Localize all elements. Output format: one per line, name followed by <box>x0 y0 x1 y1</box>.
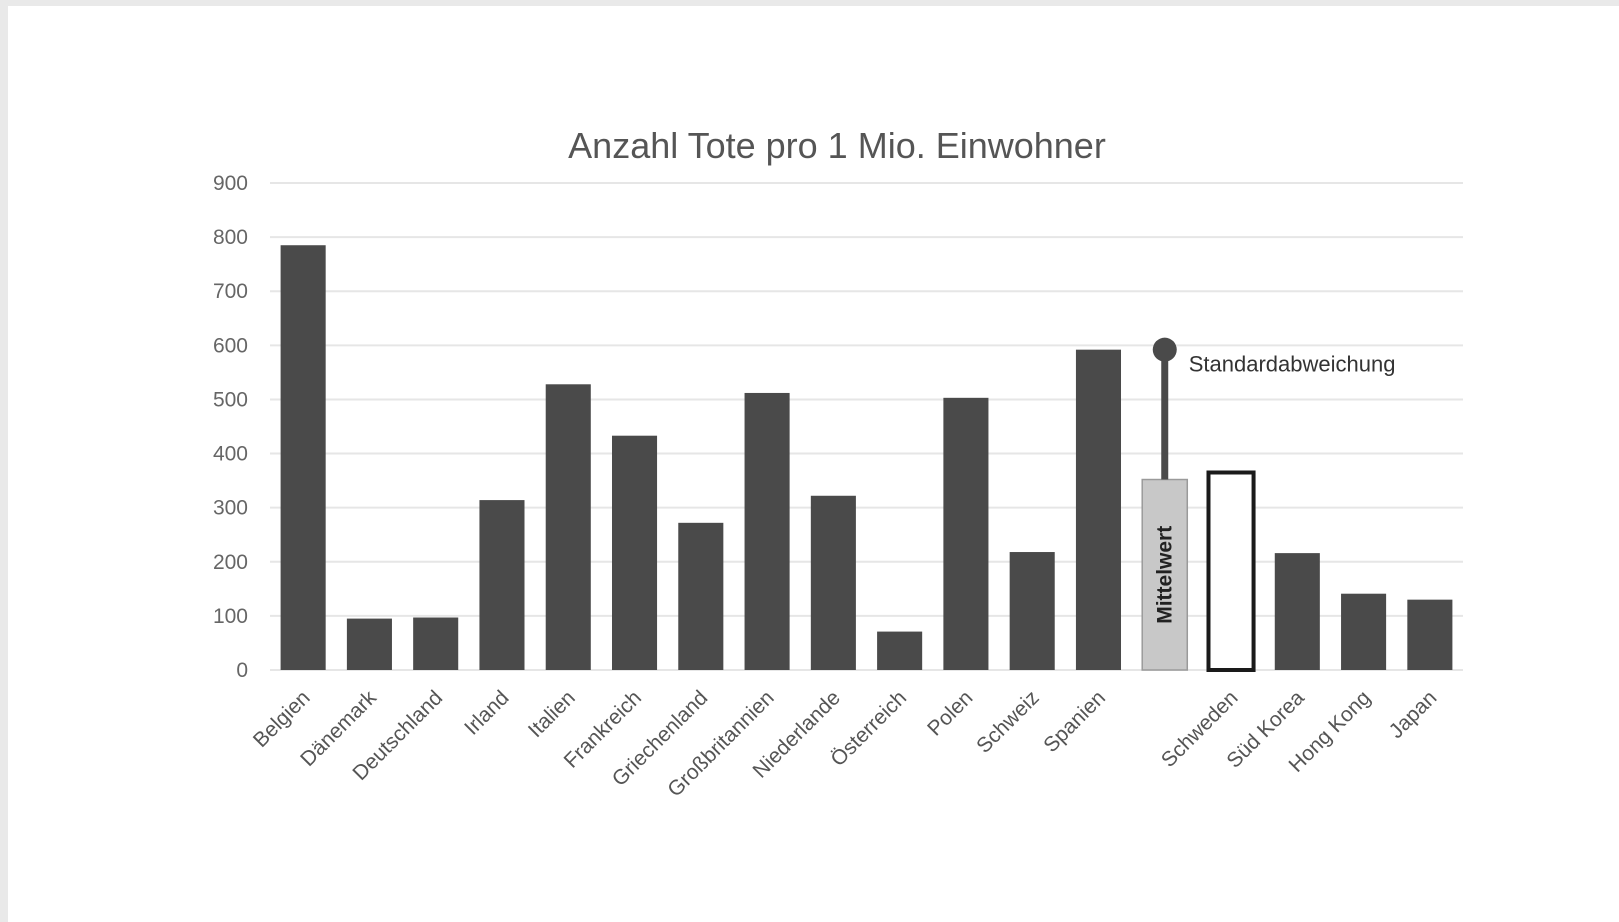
bar-Japan <box>1407 599 1453 670</box>
error-bar-cap <box>1152 337 1177 362</box>
bar-Irland <box>479 500 525 670</box>
annotations: Standardabweichung <box>1152 337 1396 480</box>
bar-Belgien <box>280 245 326 670</box>
y-tick-label: 0 <box>236 659 248 682</box>
bar-Süd Korea <box>1274 553 1320 670</box>
x-tick-label: Polen <box>923 686 977 740</box>
bar-Schweden <box>1206 470 1256 672</box>
bar-chart: Anzahl Tote pro 1 Mio. Einwohner 0 100 200… <box>213 125 1463 802</box>
chart-card: Anzahl Tote pro 1 Mio. Einwohner 0 100 200… <box>8 6 1619 922</box>
x-tick-label: Spanien <box>1039 686 1110 757</box>
bar-Frankreich <box>611 435 658 670</box>
x-tick-label: Irland <box>460 686 513 739</box>
bar-Schweiz <box>1009 552 1055 670</box>
y-tick-label: 800 <box>213 226 248 249</box>
y-tick-label: 400 <box>213 443 248 466</box>
bars: Mittelwert <box>280 245 1453 672</box>
x-tick-label: Belgien <box>249 686 315 752</box>
bar-Dänemark <box>346 618 392 670</box>
bar-Polen <box>943 397 989 670</box>
bar-Großbritannien <box>744 392 790 670</box>
mean-bar-label: Mittelwert <box>1154 526 1177 624</box>
x-tick-label: Italien <box>524 686 580 742</box>
y-tick-label: 200 <box>213 551 248 574</box>
bar-Deutschland <box>413 617 459 670</box>
bar-Italien <box>545 384 591 670</box>
error-bar-label: Standardabweichung <box>1189 352 1396 377</box>
bar-Griechenland <box>678 522 724 670</box>
x-tick-label: Schweiz <box>972 686 1044 758</box>
y-tick-label: 500 <box>213 388 248 411</box>
bar-Niederlande <box>810 495 856 670</box>
y-tick-label: 300 <box>213 497 248 520</box>
y-tick-label: 700 <box>213 280 248 303</box>
y-tick-label: 600 <box>213 334 248 357</box>
bar-Österreich <box>877 631 923 670</box>
bar-Spanien <box>1075 349 1122 670</box>
x-tick-label: Japan <box>1385 686 1442 743</box>
grid-lines <box>270 182 1463 671</box>
chart-title: Anzahl Tote pro 1 Mio. Einwohner <box>568 125 1106 166</box>
bar-Hong Kong <box>1341 593 1387 670</box>
y-tick-label: 900 <box>213 172 248 195</box>
y-tick-label: 100 <box>213 605 248 628</box>
y-axis: 0 100 200 300 400 500 600 700 800 900 <box>213 172 248 682</box>
